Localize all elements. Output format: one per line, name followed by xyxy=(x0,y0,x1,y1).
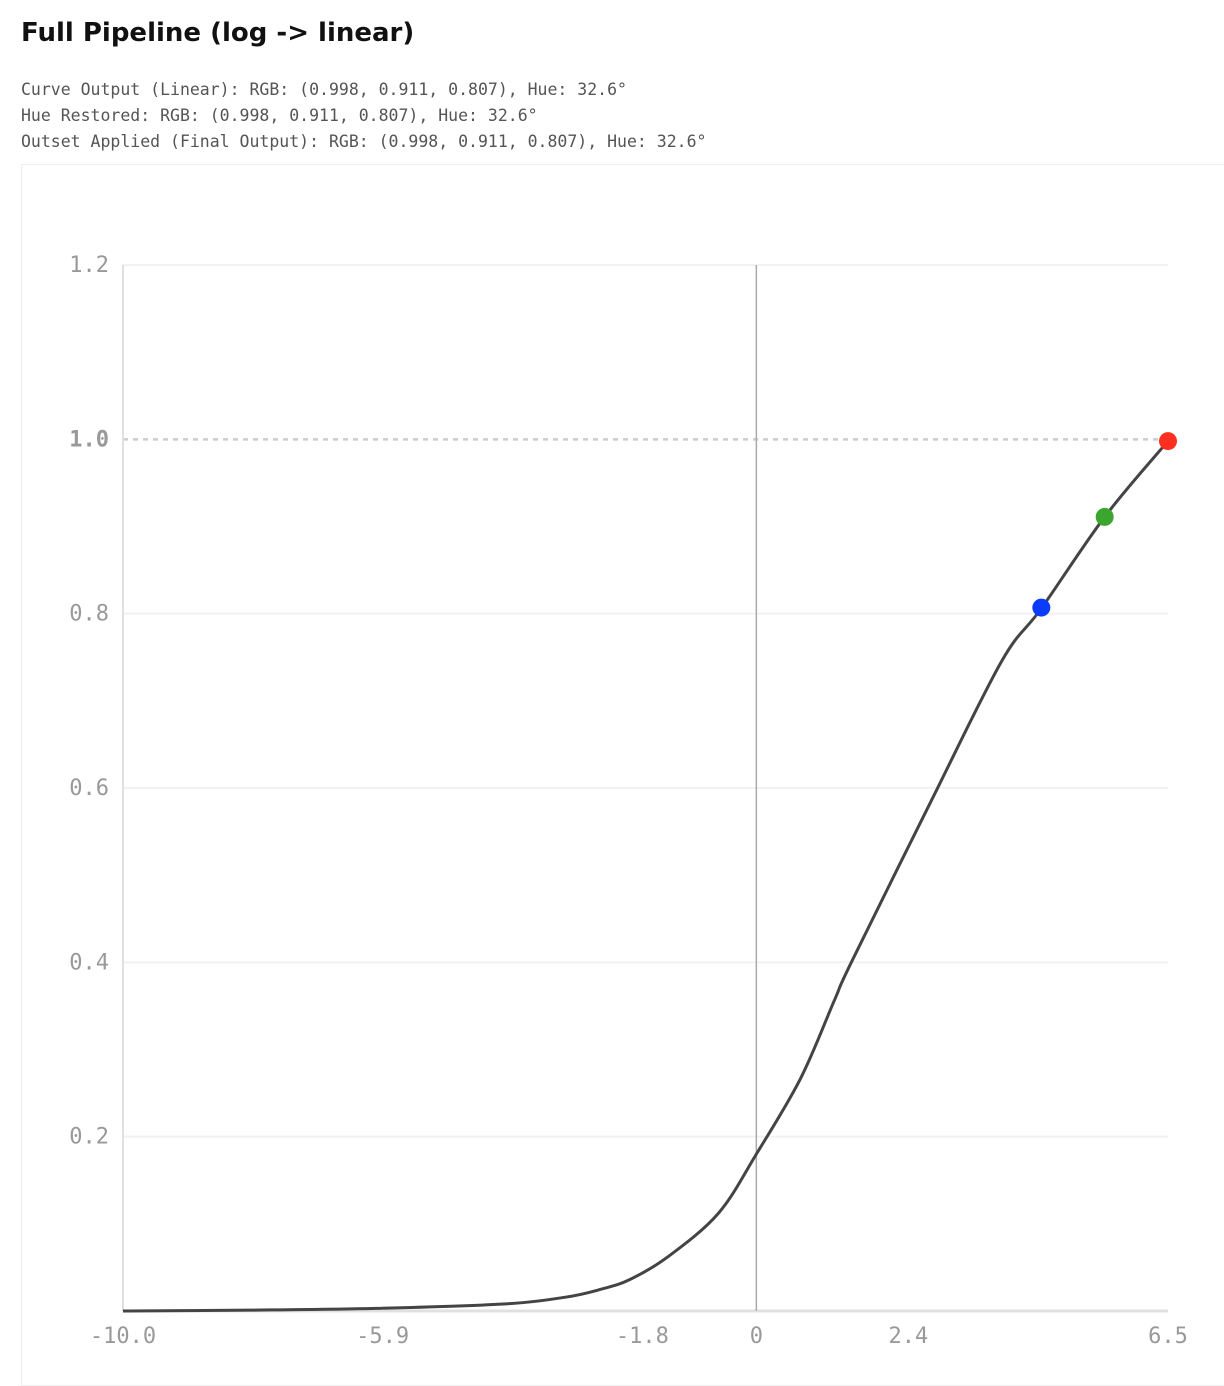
hue-restored-info: Hue Restored: RGB: (0.998, 0.911, 0.807)… xyxy=(21,106,538,125)
page-title: Full Pipeline (log -> linear) xyxy=(21,18,415,48)
x-tick-label: -1.8 xyxy=(616,1324,669,1349)
data-point xyxy=(1159,432,1177,451)
y-tick-label: 1.0 xyxy=(69,427,109,452)
y-tick-label: 1.2 xyxy=(69,253,109,278)
y-tick-label: 0.6 xyxy=(69,776,109,801)
curve-line xyxy=(122,440,1170,1313)
y-tick-label: 0.8 xyxy=(69,602,109,627)
pipeline-chart: 0.2 0.4 0.6 0.8 1.0 1.2 -10.0 -5.9 -1.8 0 2.4 6.5 xyxy=(69,253,1188,1349)
x-tick-label: 2.4 xyxy=(888,1324,928,1349)
x-tick-label: 0 xyxy=(750,1324,763,1349)
x-tick-label: 6.5 xyxy=(1148,1324,1188,1349)
data-point xyxy=(1095,507,1114,526)
x-tick-label: -10.0 xyxy=(90,1324,156,1349)
chart-container: 0.2 0.4 0.6 0.8 1.0 1.2 -10.0 -5.9 -1.8 0 2.4 6.5 xyxy=(21,164,1224,1386)
y-tick-label: 0.4 xyxy=(69,950,109,975)
curve-output-info: Curve Output (Linear): RGB: (0.998, 0.91… xyxy=(21,80,627,99)
data-point xyxy=(1032,598,1051,617)
y-tick-label: 0.2 xyxy=(69,1125,109,1150)
outset-applied-info: Outset Applied (Final Output): RGB: (0.9… xyxy=(21,132,707,151)
x-tick-label: -5.9 xyxy=(356,1324,409,1349)
